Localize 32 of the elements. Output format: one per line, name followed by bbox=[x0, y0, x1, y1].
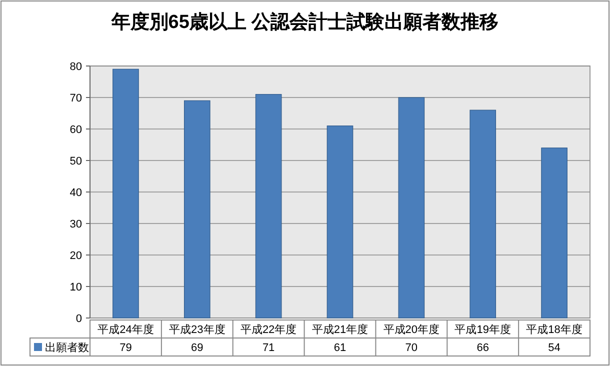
y-tick-label: 10 bbox=[70, 282, 82, 294]
bar bbox=[541, 148, 568, 318]
data-label: 54 bbox=[548, 342, 560, 354]
y-tick-label: 20 bbox=[70, 250, 82, 262]
y-tick-label: 50 bbox=[70, 156, 82, 168]
x-tick-label: 平成19年度 bbox=[454, 323, 511, 336]
x-tick-label: 平成18年度 bbox=[526, 323, 582, 336]
chart-title: 年度別65歳以上 公認会計士試験出願者数推移 bbox=[110, 11, 499, 33]
bar bbox=[184, 100, 210, 318]
bar bbox=[470, 110, 496, 318]
data-label: 69 bbox=[191, 342, 204, 354]
bar bbox=[255, 94, 282, 318]
y-tick-label: 70 bbox=[70, 92, 82, 104]
x-tick-label: 平成21年度 bbox=[312, 323, 368, 336]
x-tick-label: 平成22年度 bbox=[240, 323, 297, 336]
y-tick-label: 40 bbox=[70, 187, 82, 199]
x-tick-label: 平成24年度 bbox=[98, 323, 154, 336]
y-tick-label: 60 bbox=[70, 124, 82, 136]
x-tick-label: 平成20年度 bbox=[383, 323, 440, 336]
bar bbox=[326, 126, 354, 318]
y-tick-label: 30 bbox=[70, 218, 82, 230]
y-tick-label: 80 bbox=[70, 61, 82, 73]
x-tick-label: 平成23年度 bbox=[169, 323, 226, 336]
data-label: 66 bbox=[476, 342, 489, 354]
bar bbox=[112, 68, 139, 318]
data-label: 61 bbox=[334, 342, 346, 354]
data-label: 71 bbox=[262, 342, 275, 354]
data-label: 70 bbox=[405, 342, 418, 354]
legend-label: 出願者数 bbox=[45, 341, 89, 354]
data-label: 79 bbox=[120, 342, 132, 354]
bar bbox=[398, 97, 425, 318]
y-tick-label: 0 bbox=[76, 313, 82, 325]
